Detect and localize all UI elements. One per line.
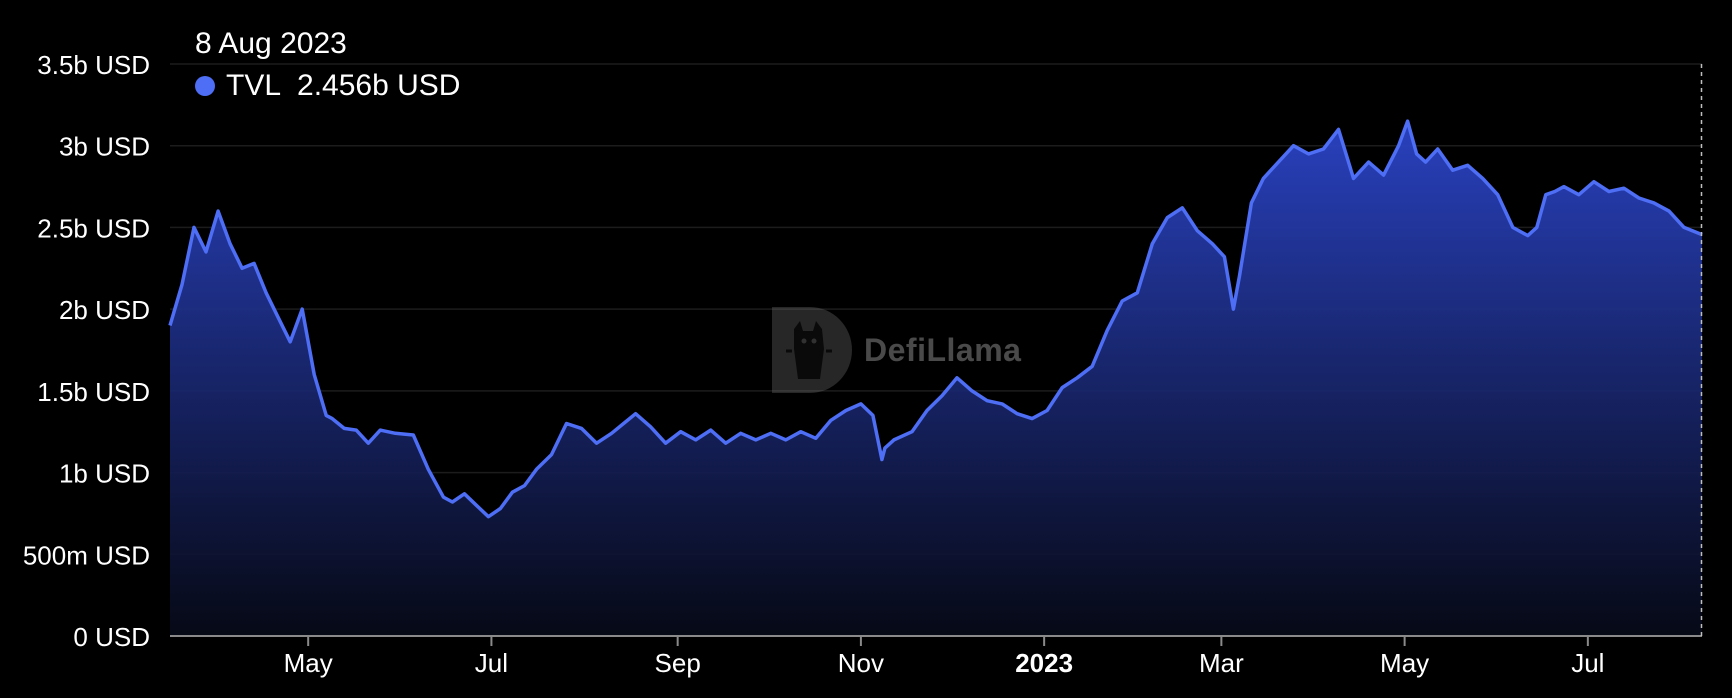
x-axis: May Jul Sep Nov 2023 Mar May Jul bbox=[284, 636, 1604, 678]
series-line bbox=[168, 119, 1703, 519]
watermark-text: DefiLlama bbox=[864, 331, 1022, 368]
x-tick-label: 2023 bbox=[1015, 648, 1073, 678]
x-tick-label: Jul bbox=[1571, 648, 1604, 678]
llama-logo-icon bbox=[772, 307, 852, 393]
y-tick-label: 2.5b USD bbox=[37, 213, 150, 243]
y-tick-label: 3b USD bbox=[59, 132, 150, 162]
y-tick-label: 3.5b USD bbox=[37, 50, 150, 80]
x-tick-label: Nov bbox=[838, 648, 884, 678]
tooltip-date: 8 Aug 2023 bbox=[195, 27, 347, 60]
y-tick-label: 1b USD bbox=[59, 459, 150, 489]
series-color-dot bbox=[195, 76, 215, 96]
x-tick-label: Mar bbox=[1199, 648, 1244, 678]
defillama-watermark: DefiLlama bbox=[772, 307, 1021, 393]
x-tick-label: May bbox=[284, 648, 333, 678]
x-tick-label: Jul bbox=[475, 648, 508, 678]
tooltip-series-name: TVL bbox=[226, 69, 282, 102]
series-area-fill bbox=[170, 121, 1702, 636]
hover-tooltip: 8 Aug 2023 TVL 2.456b USD bbox=[195, 26, 460, 104]
tooltip-value: 2.456b USD bbox=[297, 69, 461, 102]
y-axis: 0 USD 500m USD 1b USD 1.5b USD 2b USD 2.5b US… bbox=[23, 50, 150, 652]
y-tick-label: 2b USD bbox=[59, 295, 150, 325]
tvl-area bbox=[168, 119, 1703, 636]
x-tick-label: Sep bbox=[655, 648, 701, 678]
y-tick-label: 500m USD bbox=[23, 540, 150, 570]
y-tick-label: 0 USD bbox=[73, 622, 150, 652]
x-tick-label: May bbox=[1380, 648, 1429, 678]
y-tick-label: 1.5b USD bbox=[37, 377, 150, 407]
tooltip-series-row: TVL 2.456b USD bbox=[195, 68, 460, 104]
